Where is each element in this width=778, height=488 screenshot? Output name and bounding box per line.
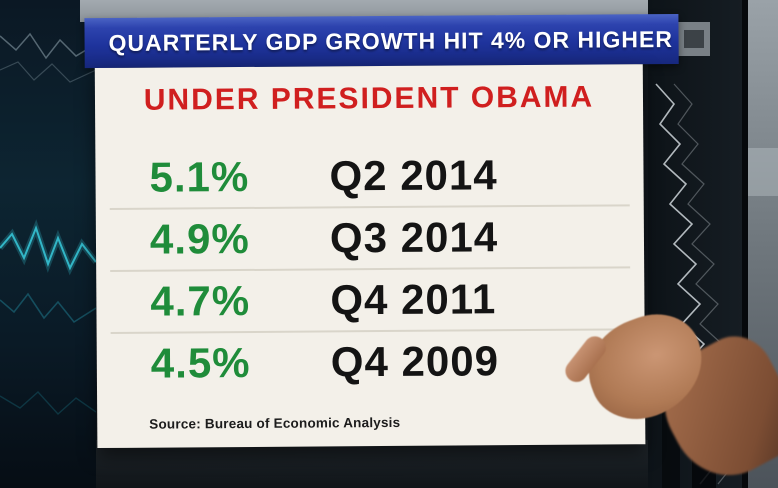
gdp-quarter: Q2 2014 [329,151,498,200]
left-stock-chart-panel [0,0,96,488]
headline-banner: QUARTERLY GDP GROWTH HIT 4% OR HIGHER [84,13,679,69]
gdp-quarter: Q4 2011 [330,275,497,324]
table-row: 4.5% Q4 2009 [110,328,632,394]
screen-bottom-shadow [96,440,656,488]
table-row: 5.1% Q2 2014 [109,144,629,208]
table-row: 4.9% Q3 2014 [109,204,631,270]
headline-text: QUARTERLY GDP GROWTH HIT 4% OR HIGHER [108,25,674,56]
gdp-value: 5.1% [149,152,250,201]
gdp-value: 4.5% [150,338,251,387]
gdp-quarter: Q4 2009 [330,337,500,386]
gdp-table: 5.1% Q2 2014 4.9% Q3 2014 4.7% Q4 2011 4… [95,144,645,394]
card-title: UNDER PRESIDENT OBAMA [143,80,595,117]
gdp-value: 4.7% [150,276,251,325]
table-row: 4.7% Q4 2011 [110,266,631,332]
gdp-value: 4.9% [149,214,250,263]
left-chart-lines-graphic [0,32,96,415]
source-attribution: Source: Bureau of Economic Analysis [149,414,401,432]
gdp-data-card: UNDER PRESIDENT OBAMA 5.1% Q2 2014 4.9% … [94,64,646,449]
gdp-quarter: Q3 2014 [329,213,499,262]
